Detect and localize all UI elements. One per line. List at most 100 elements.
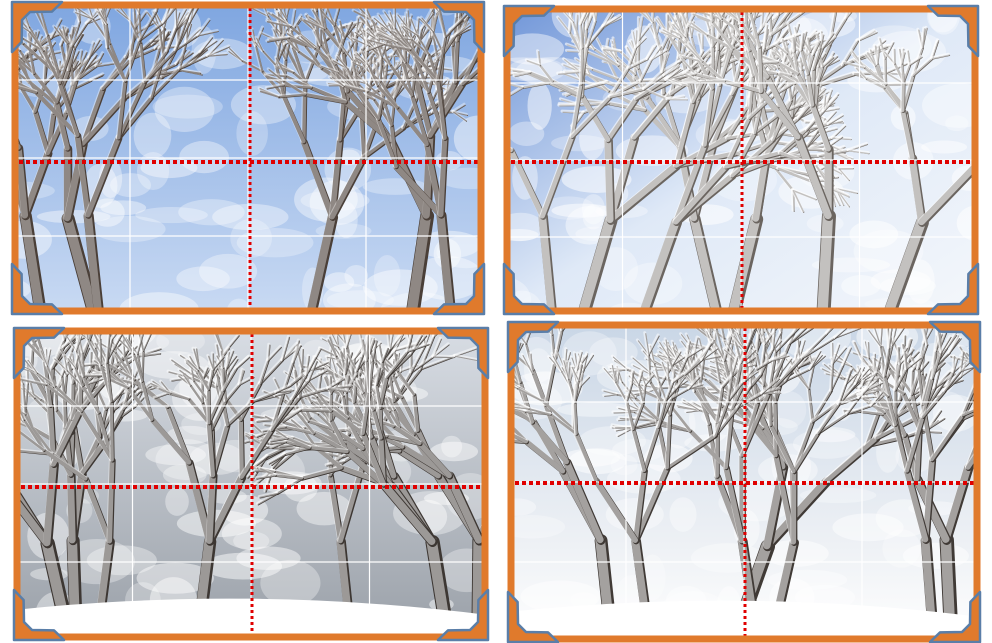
frost	[27, 29, 45, 52]
branch	[319, 5, 326, 31]
branch	[737, 0, 750, 2]
frost	[375, 27, 397, 41]
frost	[308, 84, 348, 104]
frost	[149, 66, 181, 99]
branch	[207, 39, 224, 57]
frost	[142, 47, 177, 84]
branch	[355, 34, 358, 61]
branch	[421, 17, 434, 33]
branch	[0, 64, 10, 66]
snow-cluster	[90, 198, 125, 227]
frost	[371, 56, 383, 70]
frost	[451, 102, 466, 113]
branch	[414, 35, 434, 79]
frost	[560, 109, 585, 114]
branch	[354, 73, 368, 85]
branch	[367, 39, 385, 46]
frost	[392, 53, 404, 71]
frost	[77, 55, 91, 69]
frost	[365, 78, 399, 97]
frost	[729, 6, 732, 7]
branch	[129, 19, 142, 45]
frost	[425, 89, 447, 140]
frost	[265, 13, 284, 43]
branch	[384, 11, 397, 29]
branch	[6, 88, 7, 139]
frost	[173, 5, 178, 28]
frost	[371, 54, 376, 70]
frost	[430, 33, 439, 61]
frost	[435, 34, 447, 82]
frost	[437, 134, 448, 218]
frost	[57, 43, 74, 85]
branch	[274, 22, 278, 41]
frost	[595, 36, 607, 57]
branch	[70, 64, 74, 86]
branch	[273, 38, 287, 61]
branch	[0, 63, 10, 67]
branch	[407, 10, 411, 32]
branch	[15, 144, 30, 221]
frost	[259, 68, 285, 98]
branch	[179, 41, 188, 70]
frost	[403, 59, 430, 94]
branch	[133, 5, 137, 30]
frost	[271, 27, 281, 45]
frost	[419, 11, 434, 30]
frost	[177, 49, 202, 70]
branch	[0, 21, 6, 49]
frost	[265, 19, 292, 28]
branch	[277, 11, 282, 34]
frost	[276, 10, 282, 34]
branch	[393, 76, 401, 100]
snow-cluster	[230, 85, 297, 125]
branch	[179, 51, 202, 70]
branch	[151, 27, 166, 43]
branch	[419, 26, 427, 41]
frost	[94, 51, 104, 68]
branch	[389, 12, 397, 29]
frost	[790, 188, 805, 213]
branch	[32, 71, 60, 105]
branch	[75, 56, 91, 82]
frost	[387, 29, 411, 51]
frost	[412, 54, 430, 94]
frost	[32, 108, 51, 156]
frost	[407, 47, 439, 82]
snow-cluster	[551, 203, 613, 218]
branch	[332, 60, 349, 70]
branch	[717, 0, 722, 5]
branch	[285, 75, 313, 90]
frost	[435, 8, 447, 38]
frost	[40, 48, 62, 85]
branch	[432, 30, 445, 56]
frost	[756, 44, 763, 94]
frost	[101, 21, 109, 49]
branch	[175, 34, 200, 52]
branch	[0, 72, 4, 105]
frost	[319, 64, 339, 74]
branch	[79, 52, 88, 69]
frost	[0, 67, 1, 75]
frost	[0, 62, 9, 66]
frost	[379, 38, 388, 59]
frost	[298, 16, 319, 34]
frost	[149, 26, 166, 43]
frost	[26, 30, 31, 50]
frost	[145, 10, 161, 31]
frost	[370, 33, 378, 51]
branch	[281, 94, 307, 145]
snow-cluster	[323, 272, 355, 292]
branch	[12, 21, 13, 23]
branch	[340, 44, 354, 63]
branch	[21, 149, 53, 221]
frost	[412, 34, 433, 78]
branch	[410, 38, 431, 56]
branch	[461, 49, 482, 87]
frost	[374, 83, 399, 109]
frost	[252, 39, 264, 52]
branch	[207, 46, 231, 57]
branch	[75, 65, 98, 82]
snow-cluster	[504, 228, 539, 242]
branch	[331, 76, 345, 88]
